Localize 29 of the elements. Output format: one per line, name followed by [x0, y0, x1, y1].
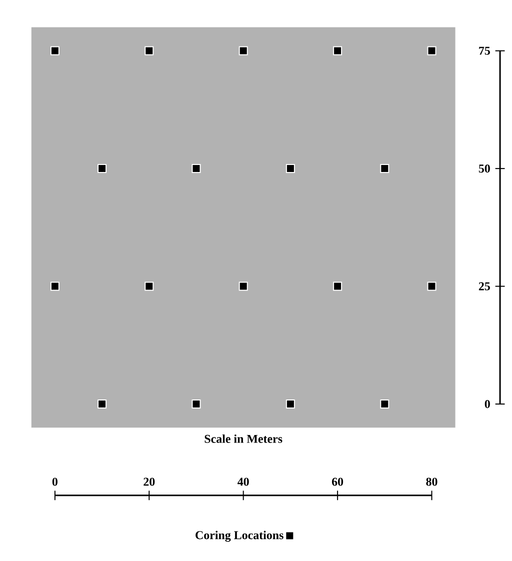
point [50, 46, 60, 56]
x-tick-label: 80 [426, 478, 438, 486]
point [333, 282, 342, 291]
point [238, 282, 248, 291]
point [192, 400, 201, 409]
x-tick-label: 60 [332, 478, 344, 486]
point [192, 164, 201, 174]
point [380, 400, 390, 409]
x-tick-label: 40 [238, 478, 249, 486]
point [98, 400, 107, 409]
point [333, 46, 342, 56]
point [144, 46, 154, 56]
y-tick-label: 50 [478, 164, 490, 173]
point [427, 282, 436, 291]
point [238, 46, 248, 56]
x-tick-label: 0 [52, 478, 58, 486]
point [144, 282, 154, 291]
x-tick-label: 20 [144, 478, 155, 486]
point [286, 400, 295, 409]
y-tick-label: 25 [478, 282, 490, 290]
point [427, 46, 436, 56]
point [50, 282, 60, 291]
point [286, 164, 295, 174]
legend-label: Coring Locations [196, 530, 284, 542]
x-axis-title: Scale in Meters [204, 434, 282, 443]
point [380, 164, 390, 174]
y-tick-label: 75 [479, 46, 490, 55]
point [98, 164, 107, 174]
y-tick-label: 0 [484, 400, 490, 408]
